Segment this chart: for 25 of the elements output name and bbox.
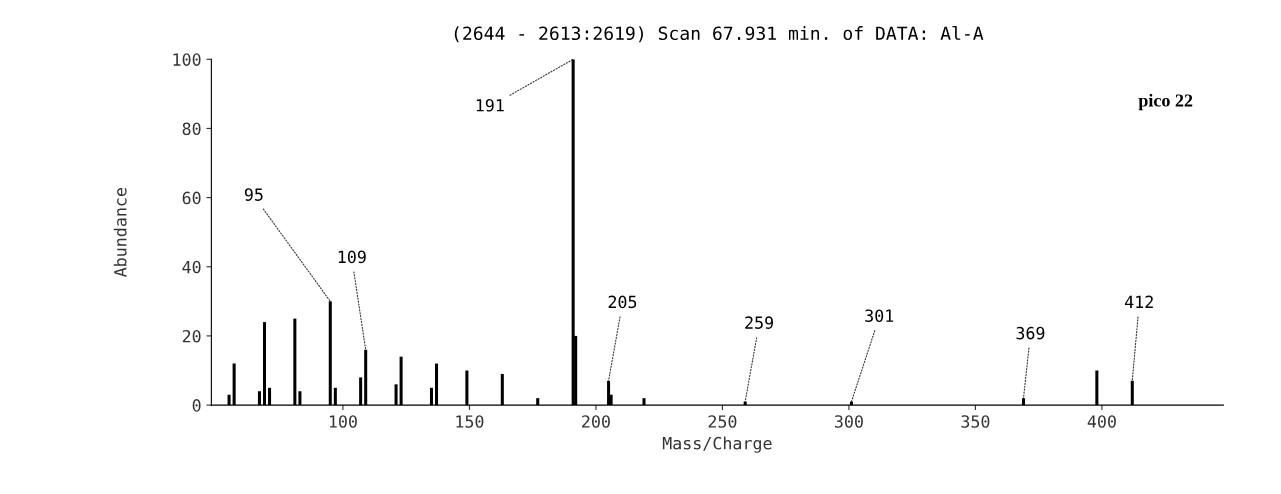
annotation: 412 xyxy=(1125,295,1153,308)
x-tick-label: 250 xyxy=(708,415,737,428)
annotation: 369 xyxy=(1016,326,1045,340)
y-tick-label: 40 xyxy=(182,260,201,274)
y-axis-title: Abundance xyxy=(113,188,127,278)
y-tick-label: 20 xyxy=(182,329,201,343)
annotation: pico 22 xyxy=(1138,93,1193,111)
x-tick-label: 400 xyxy=(1087,415,1116,428)
x-tick-label: 150 xyxy=(456,415,484,428)
y-tick-label: 0 xyxy=(192,399,201,412)
annotation: 95 xyxy=(244,188,263,201)
x-tick-label: 200 xyxy=(582,415,610,428)
x-axis-title: Mass/Charge xyxy=(662,436,772,453)
annotation: 109 xyxy=(338,250,366,264)
annotation: 191 xyxy=(476,99,504,112)
y-tick-label: 80 xyxy=(182,122,201,136)
annotation: 259 xyxy=(745,316,773,329)
x-tick-label: 300 xyxy=(834,415,863,428)
y-tick-label: 60 xyxy=(182,191,201,205)
y-tick-label: 100 xyxy=(173,53,201,66)
chart-title: (2644 - 2613:2619) Scan 67.931 min. of DATA: Al-A xyxy=(454,26,984,43)
annotation: 205 xyxy=(608,295,637,309)
annotation: 301 xyxy=(865,309,894,322)
x-tick-label: 100 xyxy=(329,415,357,428)
x-tick-label: 350 xyxy=(961,415,990,428)
